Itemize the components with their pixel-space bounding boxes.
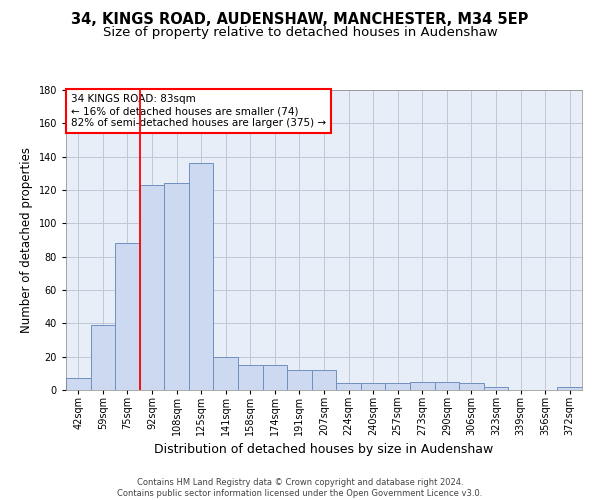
Y-axis label: Number of detached properties: Number of detached properties — [20, 147, 33, 333]
Bar — [385, 384, 410, 390]
Text: Size of property relative to detached houses in Audenshaw: Size of property relative to detached ho… — [103, 26, 497, 39]
Bar — [238, 365, 263, 390]
Bar — [115, 244, 140, 390]
Bar — [164, 184, 189, 390]
Bar — [410, 382, 434, 390]
Bar — [287, 370, 312, 390]
Bar — [91, 325, 115, 390]
Text: Contains HM Land Registry data © Crown copyright and database right 2024.
Contai: Contains HM Land Registry data © Crown c… — [118, 478, 482, 498]
Bar — [66, 378, 91, 390]
Bar — [336, 384, 361, 390]
Text: 34, KINGS ROAD, AUDENSHAW, MANCHESTER, M34 5EP: 34, KINGS ROAD, AUDENSHAW, MANCHESTER, M… — [71, 12, 529, 28]
Bar — [557, 386, 582, 390]
Bar — [434, 382, 459, 390]
Text: 34 KINGS ROAD: 83sqm
← 16% of detached houses are smaller (74)
82% of semi-detac: 34 KINGS ROAD: 83sqm ← 16% of detached h… — [71, 94, 326, 128]
X-axis label: Distribution of detached houses by size in Audenshaw: Distribution of detached houses by size … — [154, 444, 494, 456]
Bar — [312, 370, 336, 390]
Bar — [484, 386, 508, 390]
Bar — [361, 384, 385, 390]
Bar — [459, 384, 484, 390]
Bar — [140, 185, 164, 390]
Bar — [263, 365, 287, 390]
Bar — [214, 356, 238, 390]
Bar — [189, 164, 214, 390]
